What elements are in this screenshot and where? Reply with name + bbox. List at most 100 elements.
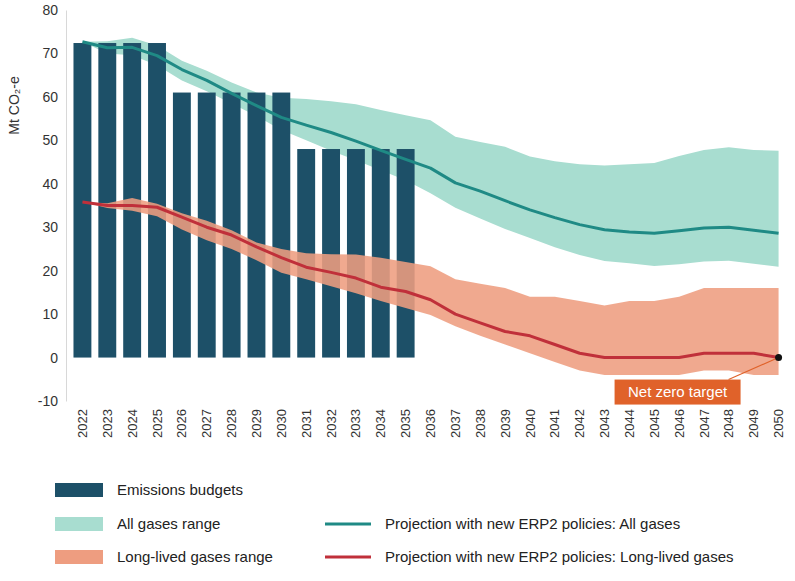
y-tick-label: 50: [42, 132, 58, 148]
x-tick-label: 2028: [224, 409, 239, 438]
x-tick: 2050: [771, 401, 786, 438]
legend-item: Projection with new ERP2 policies: All g…: [325, 515, 680, 532]
y-tick: 60: [42, 89, 66, 105]
y-tick: 0: [50, 350, 66, 366]
y-tick-label: -10: [38, 393, 58, 409]
line: [82, 202, 778, 358]
x-tick-label: 2047: [697, 409, 712, 438]
x-tick: 2040: [522, 401, 537, 438]
x-tick-label: 2050: [771, 409, 786, 438]
legend-label: All gases range: [117, 515, 220, 532]
y-tick-label: 80: [42, 2, 58, 18]
x-tick: 2049: [746, 401, 761, 438]
x-tick-label: 2041: [547, 409, 562, 438]
legend-swatch: [55, 550, 103, 564]
x-tick: 2042: [572, 401, 587, 438]
x-tick: 2048: [721, 401, 736, 438]
legend-swatch: [325, 523, 371, 526]
x-tick-label: 2045: [647, 409, 662, 438]
y-tick: 70: [42, 45, 66, 61]
y-axis-title: Mt CO₂-e: [6, 76, 22, 135]
legend-item: All gases range: [55, 515, 220, 532]
bar: [397, 149, 415, 358]
annotation-box: [615, 380, 741, 405]
y-tick: 30: [42, 219, 66, 235]
bar: [148, 43, 166, 358]
bar: [347, 149, 365, 358]
y-tick-label: 40: [42, 176, 58, 192]
y-axis: -10 0 10 20 30 40 50 60 70 80: [38, 2, 67, 409]
x-tick-label: 2025: [150, 409, 165, 438]
x-tick-label: 2031: [299, 409, 314, 438]
x-tick-label: 2024: [125, 409, 140, 438]
plot-area: [73, 38, 778, 375]
x-tick-label: 2039: [498, 409, 513, 438]
legend-item: Long-lived gases range: [55, 548, 273, 565]
legend-item: Emissions budgets: [55, 481, 243, 498]
x-tick: 2044: [622, 401, 637, 438]
y-tick-label: 10: [42, 306, 58, 322]
x-tick-label: 2035: [398, 409, 413, 438]
y-tick-label: 60: [42, 89, 58, 105]
x-tick-label: 2029: [249, 409, 264, 438]
x-tick: 2027: [199, 401, 214, 438]
x-tick: 2033: [348, 401, 363, 438]
x-tick-label: 2044: [622, 409, 637, 438]
y-tick: -10: [38, 393, 66, 409]
x-tick-label: 2030: [274, 409, 289, 438]
x-tick: 2043: [597, 401, 612, 438]
x-tick-label: 2026: [174, 409, 189, 438]
x-tick: 2029: [249, 401, 264, 438]
x-tick: 2025: [150, 401, 165, 438]
bar: [372, 149, 390, 358]
bar: [322, 149, 340, 358]
x-tick: 2024: [125, 401, 140, 438]
x-tick-label: 2022: [75, 409, 90, 438]
legend-swatch: [55, 517, 103, 531]
y-tick: 20: [42, 263, 66, 279]
y-tick: 40: [42, 176, 66, 192]
x-tick: 2045: [647, 401, 662, 438]
line: [82, 42, 778, 234]
x-tick: 2026: [174, 401, 189, 438]
x-tick: 2023: [100, 401, 115, 438]
x-tick-label: 2034: [373, 409, 388, 438]
y-tick: 80: [42, 2, 66, 18]
x-tick-label: 2032: [324, 409, 339, 438]
x-tick-label: 2036: [423, 409, 438, 438]
x-tick-label: 2048: [721, 409, 736, 438]
x-tick: 2022: [75, 401, 90, 438]
x-tick-label: 2033: [348, 409, 363, 438]
legend-label: Projection with new ERP2 policies: Long-…: [385, 548, 734, 565]
x-tick: 2031: [299, 401, 314, 438]
x-tick: 2034: [373, 401, 388, 438]
x-tick: 2047: [697, 401, 712, 438]
bar: [98, 43, 116, 358]
y-tick-label: 30: [42, 219, 58, 235]
x-tick-label: 2046: [672, 409, 687, 438]
x-tick-label: 2027: [199, 409, 214, 438]
legend-item: Projection with new ERP2 policies: Long-…: [325, 548, 734, 565]
y-axis-line: [66, 11, 67, 402]
legend-swatch: [55, 483, 103, 497]
x-tick-label: 2043: [597, 409, 612, 438]
annotation-leader: [729, 358, 779, 380]
x-tick: 2030: [274, 401, 289, 438]
legend-swatch: [325, 556, 371, 559]
legend: Emissions budgets All gases range Long-liv…: [55, 481, 734, 565]
y-tick: 10: [42, 306, 66, 322]
chart: -100102030405060708020222023202420252026…: [0, 0, 795, 581]
x-tick-label: 2038: [473, 409, 488, 438]
range-band: [82, 198, 778, 375]
annotation: Net zero target: [615, 354, 783, 405]
x-tick: 2039: [498, 401, 513, 438]
x-tick: 2036: [423, 401, 438, 438]
annotation-text: Net zero target: [628, 383, 728, 400]
bar: [248, 93, 266, 358]
x-tick-label: 2040: [522, 409, 537, 438]
x-tick-label: 2049: [746, 409, 761, 438]
legend-label: Projection with new ERP2 policies: All g…: [385, 515, 680, 532]
x-tick-label: 2042: [572, 409, 587, 438]
bar: [73, 43, 91, 358]
x-axis: 2022 2023 2024 2025 2026 2027 2028 2029 2030 2031…: [71, 401, 792, 438]
